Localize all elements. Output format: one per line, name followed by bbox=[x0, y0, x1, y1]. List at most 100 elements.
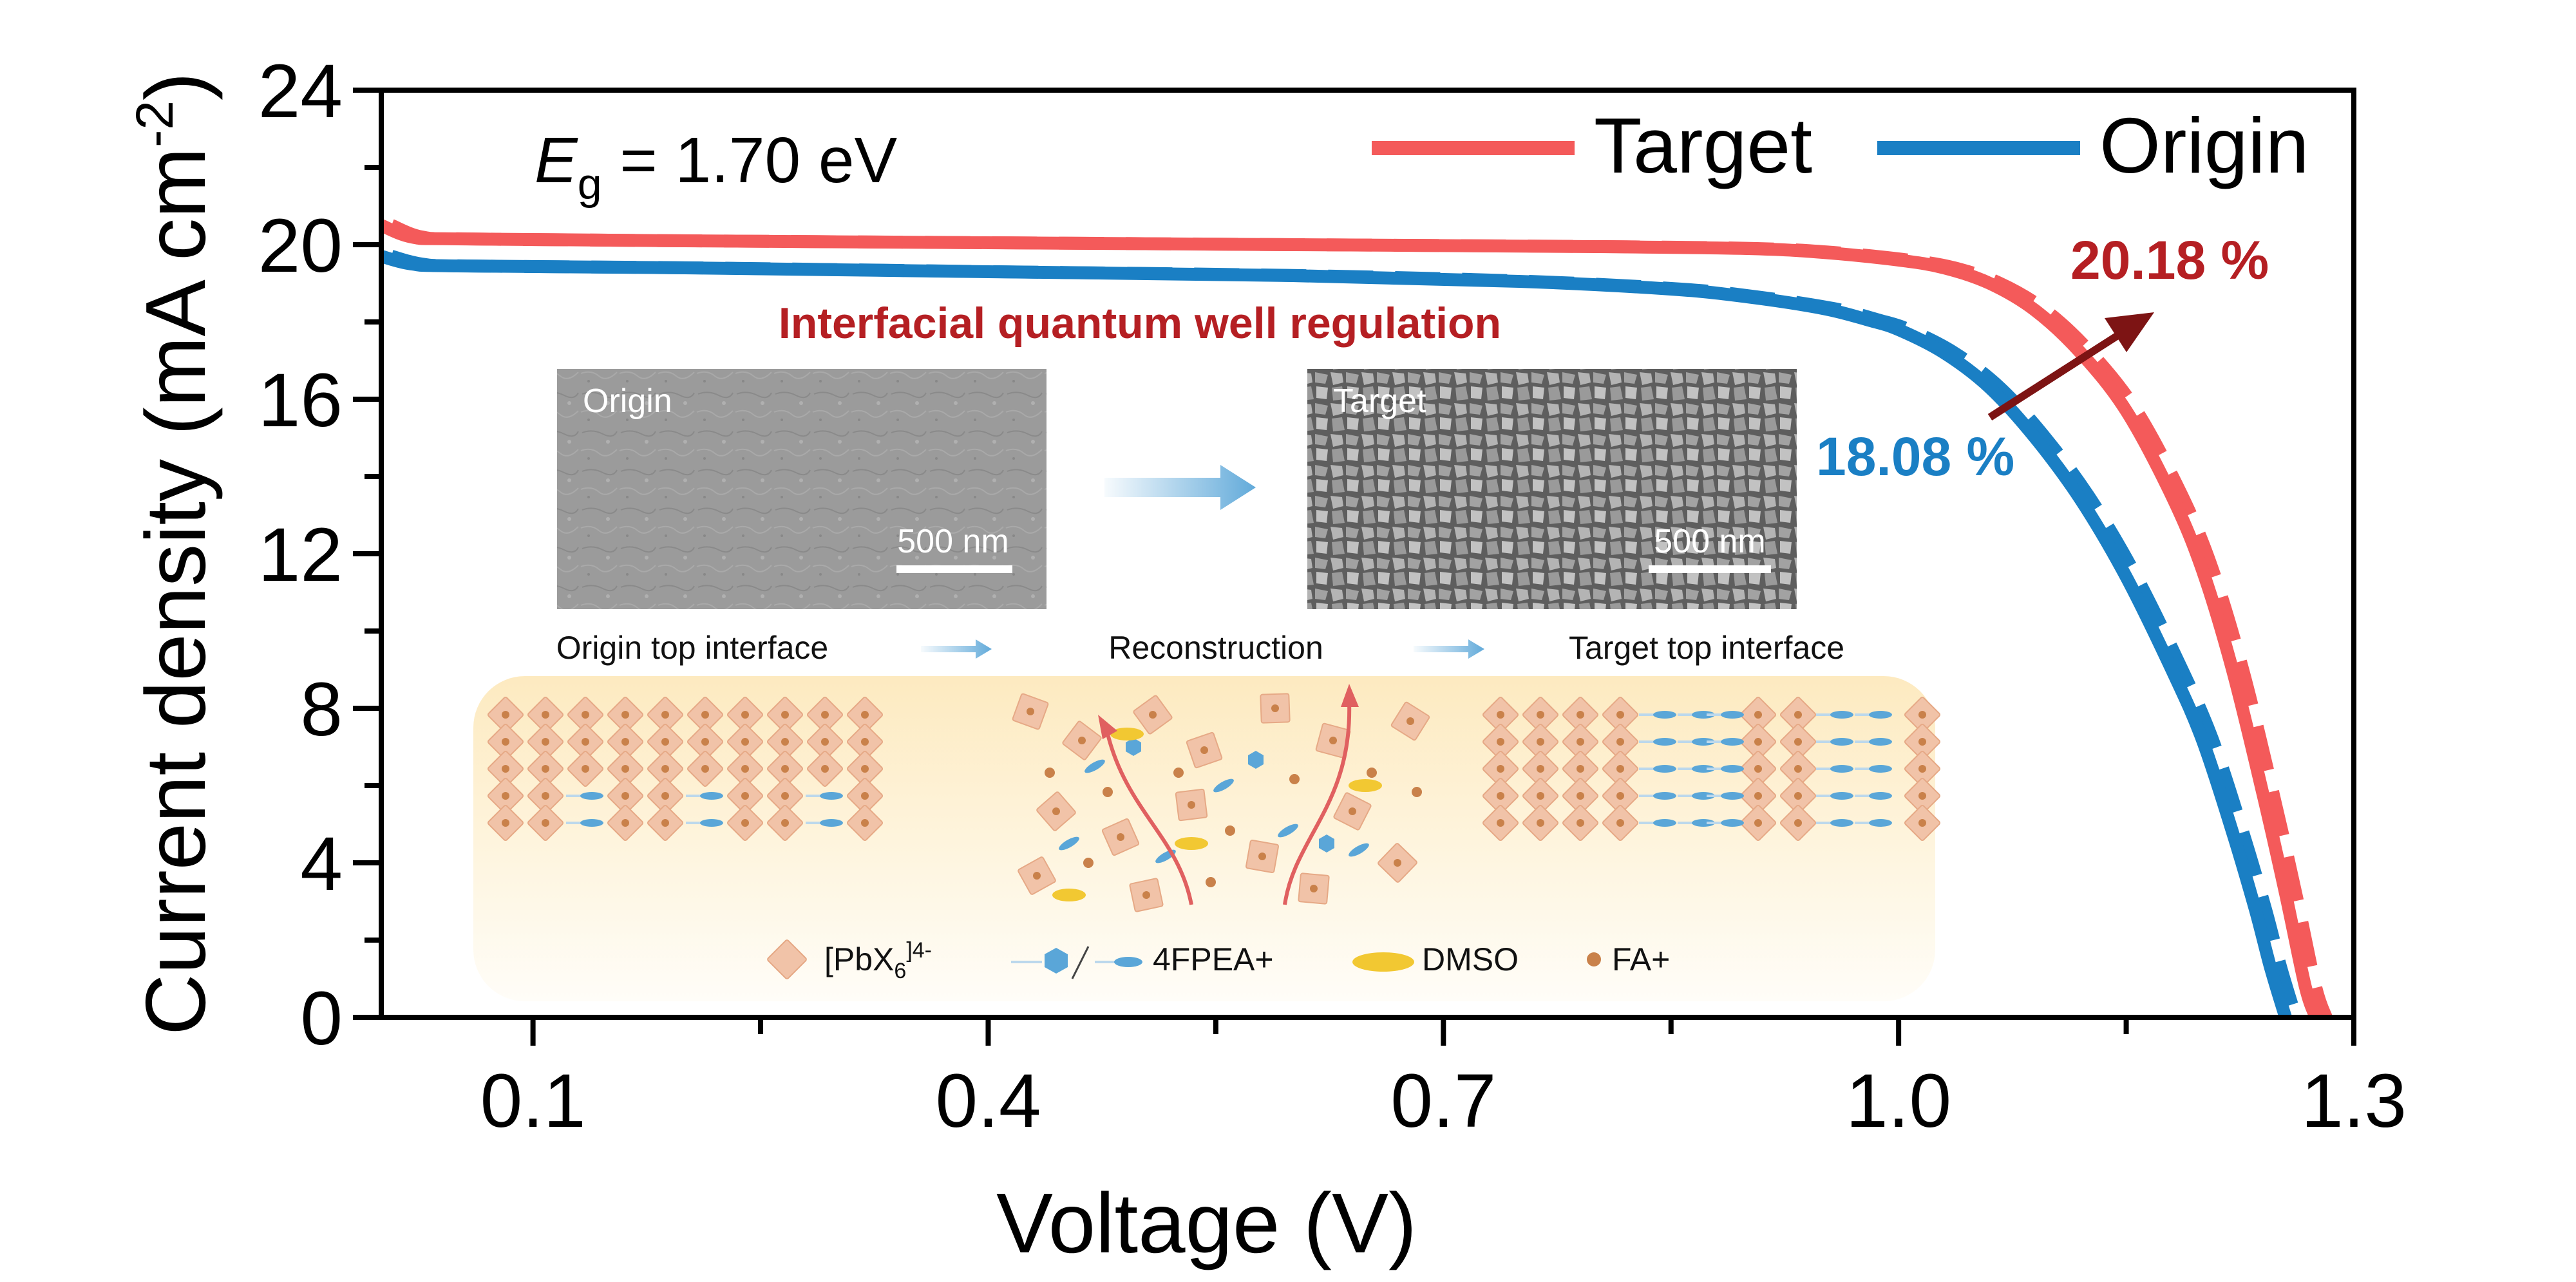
fa-cation bbox=[781, 819, 789, 827]
fa-cation bbox=[1918, 765, 1926, 773]
fpea-cation bbox=[1692, 792, 1715, 800]
fpea-cation bbox=[1830, 765, 1853, 773]
fa-cation bbox=[1616, 765, 1624, 773]
fa-cation bbox=[1117, 833, 1124, 841]
fa-cation bbox=[861, 765, 869, 773]
stage-target-label: Target top interface bbox=[1569, 630, 1844, 666]
x-tick-label: 0.1 bbox=[480, 1059, 586, 1144]
fa-legend-label: FA+ bbox=[1612, 941, 1670, 977]
stage-arrow-1 bbox=[921, 639, 992, 659]
sem-origin-scale-label: 500 nm bbox=[897, 523, 1009, 560]
sem-transition-arrow bbox=[1104, 465, 1256, 510]
fa-cation bbox=[1537, 711, 1544, 719]
dmso-molecule bbox=[1175, 837, 1208, 850]
fpea-cation bbox=[1830, 792, 1853, 800]
fa-cation bbox=[661, 738, 669, 746]
fa-cation bbox=[1406, 717, 1414, 725]
fa-cation bbox=[1794, 792, 1802, 800]
fa-cation bbox=[1577, 819, 1584, 827]
fa-cation bbox=[661, 819, 669, 827]
fa-cation bbox=[1497, 738, 1504, 746]
fa-cation bbox=[781, 765, 789, 773]
fa-cation bbox=[701, 765, 709, 773]
fa-cation bbox=[502, 765, 509, 773]
bandgap-annotation: Eg = 1.70 eV bbox=[535, 124, 898, 209]
fa-cation bbox=[1258, 853, 1266, 860]
fa-cation bbox=[1537, 819, 1544, 827]
fa-cation bbox=[542, 765, 549, 773]
escape-arrow-left bbox=[1098, 715, 1117, 739]
y-tick-label: 4 bbox=[300, 822, 343, 907]
pce-arrow-head bbox=[2105, 312, 2154, 352]
fa-cation bbox=[661, 765, 669, 773]
fa-cation bbox=[781, 792, 789, 800]
fpea-cation bbox=[580, 819, 603, 827]
fa-cation bbox=[1794, 738, 1802, 746]
fpea-cation bbox=[1349, 843, 1369, 857]
fa-cation bbox=[1310, 885, 1318, 892]
origin-curve bbox=[379, 250, 2292, 1019]
fa-cation bbox=[1142, 891, 1150, 899]
fpea-cation bbox=[1059, 836, 1079, 851]
fa-cation bbox=[1497, 711, 1504, 719]
fpea-ring bbox=[1126, 738, 1141, 756]
fpea-cation bbox=[1653, 738, 1676, 746]
escape-arrow-right bbox=[1341, 684, 1359, 707]
escape-path-right bbox=[1283, 701, 1352, 905]
fa-cation bbox=[1206, 877, 1216, 887]
fpea-cation bbox=[1869, 819, 1892, 827]
x-tick-label: 1.0 bbox=[1846, 1059, 1951, 1144]
fpea-cation bbox=[1721, 792, 1744, 800]
fa-cation bbox=[1052, 807, 1060, 815]
legend-origin-label: Origin bbox=[2099, 102, 2309, 189]
fa-cation bbox=[1349, 807, 1356, 815]
fa-cation bbox=[621, 765, 629, 773]
fa-legend-icon bbox=[1587, 952, 1601, 966]
fpea-cation bbox=[1084, 759, 1105, 773]
sem-origin-label: Origin bbox=[583, 382, 672, 420]
fa-cation bbox=[1033, 872, 1041, 880]
fa-cation bbox=[621, 792, 629, 800]
fa-cation bbox=[741, 765, 749, 773]
fa-cation bbox=[1497, 765, 1504, 773]
fa-cation bbox=[1289, 774, 1300, 784]
sem-target-label: Target bbox=[1333, 382, 1426, 420]
fa-cation bbox=[1537, 792, 1544, 800]
fa-cation bbox=[542, 792, 549, 800]
fpea-cation bbox=[1721, 765, 1744, 773]
fa-cation bbox=[1616, 711, 1624, 719]
fpea-cation bbox=[1213, 778, 1234, 793]
fpea-cation bbox=[1830, 711, 1853, 719]
fa-cation bbox=[502, 819, 509, 827]
dmso-molecule bbox=[1110, 728, 1144, 740]
fpea-cation bbox=[1692, 819, 1715, 827]
fpea-cation bbox=[1830, 819, 1853, 827]
fa-cation bbox=[1918, 792, 1926, 800]
fa-cation bbox=[621, 819, 629, 827]
pbx6-legend-label: [PbX6]4- bbox=[824, 938, 932, 983]
pce-improvement-arrow bbox=[1987, 331, 2121, 421]
y-axis-label: Current density (mA cm-2) bbox=[126, 72, 223, 1035]
fa-cation bbox=[542, 819, 549, 827]
fa-cation bbox=[1497, 792, 1504, 800]
fa-cation bbox=[1083, 858, 1094, 868]
fa-cation bbox=[1497, 819, 1504, 827]
fa-cation bbox=[1794, 765, 1802, 773]
fa-cation bbox=[502, 738, 509, 746]
fa-cation bbox=[821, 738, 829, 746]
fa-cation bbox=[861, 792, 869, 800]
fpea-cation bbox=[1721, 819, 1744, 827]
fa-cation bbox=[1616, 792, 1624, 800]
x-axis-label: Voltage (V) bbox=[996, 1176, 1417, 1270]
fpea-legend-label: 4FPEA+ bbox=[1153, 941, 1274, 977]
sem-origin-scale-bar bbox=[896, 565, 1012, 573]
fa-cation bbox=[1577, 792, 1584, 800]
fa-cation bbox=[1225, 825, 1235, 836]
fa-cation bbox=[1754, 711, 1762, 719]
fa-cation bbox=[701, 738, 709, 746]
stage-origin-label: Origin top interface bbox=[556, 630, 828, 666]
fa-cation bbox=[861, 819, 869, 827]
fa-cation bbox=[1394, 859, 1401, 867]
y-tick-label: 24 bbox=[258, 49, 343, 134]
fa-cation bbox=[621, 711, 629, 719]
